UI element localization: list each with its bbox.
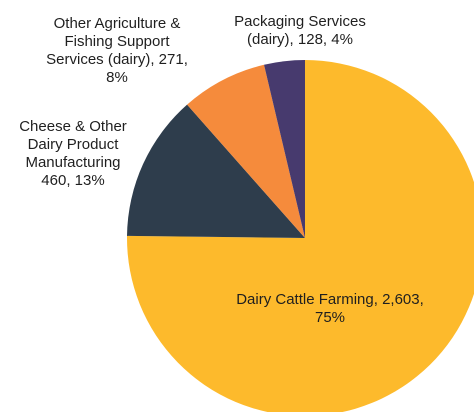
slice-data-label: Dairy Cattle Farming, 2,603, 75% bbox=[236, 291, 424, 326]
slice-label-line: Manufacturing bbox=[25, 154, 120, 171]
slice-label-line: 460, 13% bbox=[41, 172, 104, 189]
slice-label-line: Dairy Product bbox=[28, 136, 120, 153]
pie-labels: Dairy Cattle Farming, 2,603, 75% Cheese & … bbox=[19, 13, 424, 326]
slice-label-line: Cheese & Other bbox=[19, 118, 127, 135]
pie-slice bbox=[127, 104, 305, 238]
slice-label-line: 8% bbox=[106, 69, 128, 86]
pie-slice bbox=[127, 60, 474, 416]
slice-label-line: Other Agriculture & bbox=[54, 15, 181, 32]
slice-data-label: Other Agriculture & Fishing Support Servic… bbox=[46, 15, 188, 86]
slice-label-line: 75% bbox=[315, 309, 345, 326]
slice-label-line: Fishing Support bbox=[64, 33, 170, 50]
slice-label-line: Packaging Services bbox=[234, 13, 366, 30]
pie-slices bbox=[127, 60, 474, 416]
pie-slice bbox=[187, 64, 305, 238]
slice-label-line: (dairy), 128, 4% bbox=[247, 31, 353, 48]
slice-label-line: Services (dairy), 271, bbox=[46, 51, 188, 68]
slice-data-label: Cheese & Other Dairy Product Manufacturing… bbox=[19, 118, 127, 189]
pie-slice bbox=[264, 60, 305, 238]
slice-label-line: Dairy Cattle Farming, 2,603, bbox=[236, 291, 424, 308]
slice-data-label: Packaging Services (dairy), 128, 4% bbox=[234, 13, 366, 48]
